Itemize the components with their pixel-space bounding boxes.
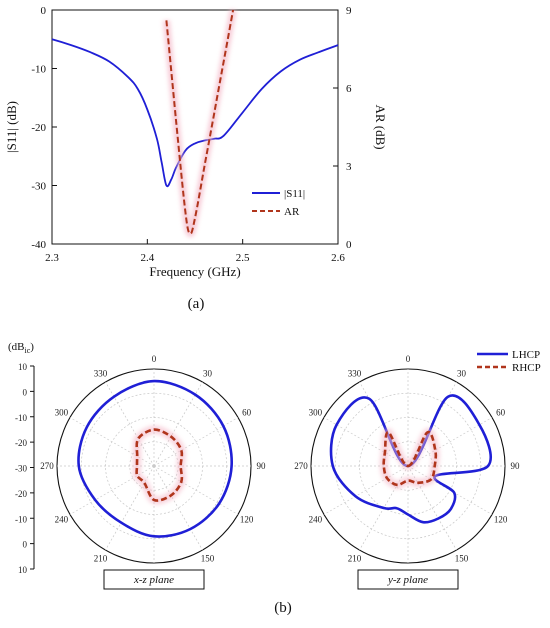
y-right-tick-label: 0 [346,239,352,251]
polar-xz: 0 30 60 90 120 150 210 240 270 300 330 [40,354,266,564]
ar-line [165,9,235,235]
polar-spoke [323,465,409,515]
polar-spoke [153,417,239,467]
radial-scale: 10 0 -10 -20 -30 -20 -10 0 10 (dBic) [8,341,35,575]
legend-a: |S11| AR [252,188,305,218]
y-left-tick-label: -20 [31,122,46,134]
polar-angle-label: 60 [496,408,506,418]
polar-angle-label: 240 [55,515,69,525]
polar-angle-label: 60 [242,408,252,418]
polar-angle-label: 30 [457,368,467,378]
y-left-tick-label: 0 [41,5,47,17]
lhcp-pattern [329,394,493,524]
polar-angle-label: 150 [455,554,469,564]
polar-spoke [105,465,155,551]
panel-label-b: (b) [274,600,292,616]
y-left-tick-label: -10 [31,64,46,76]
polar-angle-label: 330 [94,368,108,378]
radiation-pattern-charts: 10 0 -10 -20 -30 -20 -10 0 10 (dBic) 0 30 60 90 120 1… [8,341,541,616]
polar-spoke [153,465,239,515]
polar-angle-label: 300 [55,408,69,418]
x-tick-label: 2.6 [331,252,345,264]
xz-plane-box [103,569,205,590]
y-right-axis-label: AR (dB) [373,104,388,149]
radial-scale-tick-label: 0 [23,540,28,550]
y-left-ticks: 0 -10 -20 -30 -40 [31,5,57,251]
unit-label: (dBic) [8,341,34,355]
legend-lhcp-label: LHCP [512,349,540,361]
polar-angle-label: 30 [203,368,213,378]
radial-scale-tick-label: -20 [15,438,27,448]
legend-rhcp-label: RHCP [512,362,541,374]
s11-line [51,38,339,188]
rhcp-highlight [379,428,440,489]
polar-angle-label: 240 [309,515,323,525]
x-tick-label: 2.3 [45,252,59,264]
radial-scale-tick-label: 10 [18,565,28,575]
y-right-tick-label: 6 [346,83,352,95]
polar-angle-label: 300 [309,408,323,418]
yz-plane-label: y-z plane [387,574,428,586]
legend-s11-label: |S11| [284,188,305,200]
x-tick-label: 2.4 [140,252,154,264]
polar-spoke [69,417,155,467]
lhcp-pattern [77,379,233,538]
polar-spoke [69,465,155,515]
panel-label-a: (a) [188,296,205,312]
y-right-ticks: 9 6 3 0 [333,5,352,251]
y-right-tick-label: 3 [346,161,352,173]
xz-plane-label: x-z plane [133,574,174,586]
y-right-tick-label: 9 [346,5,352,17]
x-axis-label: Frequency (GHz) [149,264,240,279]
legend-b: LHCP RHCP [477,349,541,374]
y-left-tick-label: -40 [31,239,46,251]
polar-spoke [323,417,409,467]
x-ticks: 2.3 2.4 2.5 2.6 [45,239,345,264]
radial-scale-tick-label: -20 [15,489,27,499]
radial-scale-tick-label: 10 [18,362,28,372]
polar-angle-label: 270 [294,461,308,471]
radial-scale-tick-label: 0 [23,387,28,397]
radial-scale-tick-label: -10 [15,514,27,524]
polar-angle-label: 0 [152,354,157,364]
x-tick-label: 2.5 [236,252,250,264]
series-a [51,9,339,238]
y-left-tick-label: -30 [31,181,46,193]
s11-ar-chart: 0 -10 -20 -30 -40 9 6 3 0 2.3 2.4 2.5 2.6 Frequenc… [4,5,388,312]
polar-angle-label: 0 [406,354,411,364]
polar-angle-label: 210 [348,554,362,564]
polar-angle-label: 90 [257,461,267,471]
polar-angle-label: 270 [40,461,54,471]
rhcp-pattern [135,428,184,502]
rhcp-pattern [382,430,438,487]
radial-scale-tick-label: -30 [15,464,27,474]
polar-angle-label: 150 [201,554,215,564]
polar-angle-label: 120 [240,515,254,525]
polar-spoke [407,417,493,467]
legend-ar-label: AR [284,206,300,218]
radial-scale-tick-label: -10 [15,413,27,423]
polar-spoke [153,381,203,467]
polar-angle-label: 210 [94,554,108,564]
polar-angle-label: 90 [511,461,521,471]
polar-angle-label: 120 [494,515,508,525]
polar-spoke [105,381,155,467]
polar-yz: 0 30 60 90 120 150 210 240 270 300 330 [294,354,520,564]
yz-plane-box [357,569,459,590]
polar-spoke [153,465,203,551]
y-left-axis-label: |S11| (dB) [4,101,19,153]
polar-angle-label: 330 [348,368,362,378]
